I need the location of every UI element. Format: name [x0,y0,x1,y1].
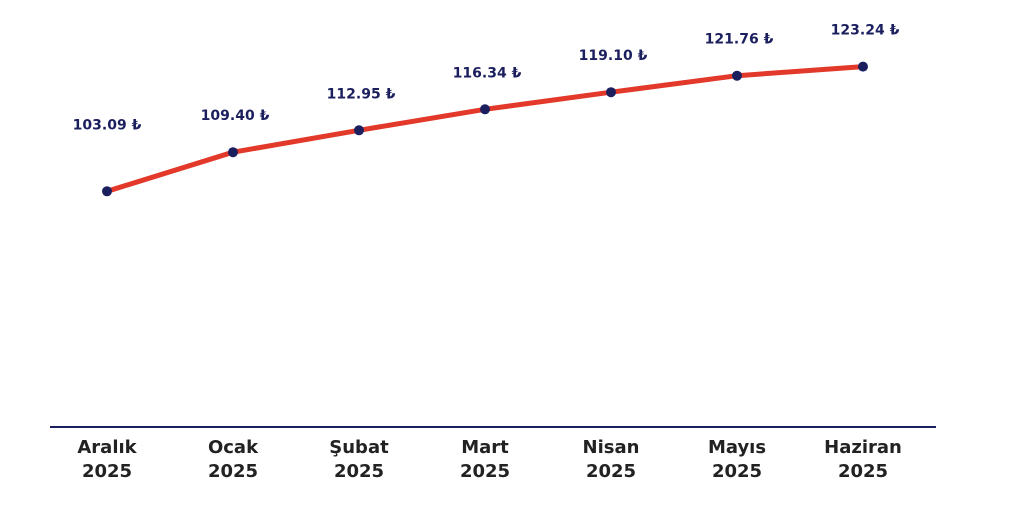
x-tick-label-0: Aralık 2025 [77,437,137,482]
data-point-4 [606,87,616,98]
data-point-2 [354,125,364,136]
data-label-0: 103.09 ₺ [73,117,142,133]
data-label-5: 121.76 ₺ [705,32,774,48]
data-label-6: 123.24 ₺ [831,23,900,39]
data-point-3 [480,104,490,115]
data-point-1 [228,147,238,158]
data-point-0 [102,186,112,197]
x-tick-label-5: Mayıs 2025 [708,437,766,482]
data-label-4: 119.10 ₺ [579,48,648,64]
x-tick-label-3: Mart 2025 [460,437,510,482]
x-tick-label-6: Haziran 2025 [824,437,902,482]
x-tick-label-1: Ocak 2025 [208,437,259,482]
series-line [104,64,866,194]
x-tick-label-2: Şubat 2025 [329,437,389,482]
x-axis: Aralık 2025 Ocak 2025 Şubat 2025 Mart 2025 Nisan… [50,426,936,482]
data-label-3: 116.34 ₺ [453,65,522,81]
marker-layer [102,61,868,197]
data-point-6 [858,61,868,72]
data-point-5 [732,70,742,81]
series-layer [104,64,866,194]
data-label-1: 109.40 ₺ [201,108,270,124]
x-tick-label-4: Nisan 2025 [583,437,640,482]
data-label-layer: 103.09 ₺ 109.40 ₺ 112.95 ₺ 116.34 ₺ 119.10 ₺… [73,23,900,134]
data-label-2: 112.95 ₺ [327,86,396,102]
